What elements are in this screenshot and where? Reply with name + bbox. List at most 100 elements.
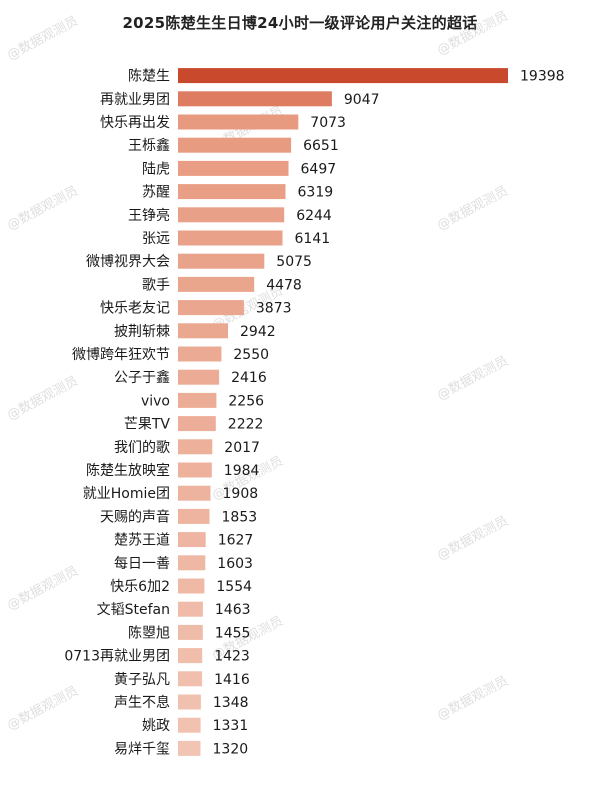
watermark-text: @数据观测员 xyxy=(5,684,81,734)
bar-18 xyxy=(178,485,211,501)
category-label: 公子于鑫 xyxy=(114,369,170,386)
watermark-text: @数据观测员 xyxy=(5,374,81,424)
bar-12 xyxy=(178,346,222,362)
bar-6 xyxy=(178,207,285,223)
bar-1 xyxy=(178,91,332,107)
value-label: 3873 xyxy=(256,301,292,317)
value-label: 6651 xyxy=(303,138,339,154)
bar-27 xyxy=(178,694,201,710)
bar-9 xyxy=(178,276,255,292)
category-label: 陆虎 xyxy=(142,161,170,177)
value-label: 2942 xyxy=(240,324,276,340)
chart-title: 2025陈楚生生日博24小时一级评论用户关注的超话 xyxy=(122,14,478,32)
value-label: 1627 xyxy=(218,533,254,549)
category-label: 天赐的声音 xyxy=(100,508,170,525)
category-label: 就业Homie团 xyxy=(83,486,170,502)
value-label: 2222 xyxy=(228,417,264,433)
value-label: 1331 xyxy=(213,718,249,734)
bar-19 xyxy=(178,508,210,524)
category-label: vivo xyxy=(141,393,170,409)
value-label: 1348 xyxy=(213,695,249,711)
bar-4 xyxy=(178,160,289,176)
value-label: 7073 xyxy=(310,115,346,131)
value-label: 2416 xyxy=(231,370,267,386)
value-label: 19398 xyxy=(520,69,565,85)
category-label: 黄子弘凡 xyxy=(114,671,170,688)
bar-13 xyxy=(178,369,220,385)
category-label: 微博跨年狂欢节 xyxy=(72,346,170,363)
category-label: 陈曌旭 xyxy=(128,624,170,641)
bar-26 xyxy=(178,671,203,687)
watermark-text: @数据观测员 xyxy=(435,9,511,59)
watermark-text: @数据观测员 xyxy=(435,184,511,234)
bar-29 xyxy=(178,740,201,756)
value-label: 1853 xyxy=(222,509,258,525)
category-label: 快乐6加2 xyxy=(110,579,170,595)
bar-10 xyxy=(178,300,244,316)
bar-21 xyxy=(178,555,206,571)
bar-28 xyxy=(178,717,201,733)
watermark-text: @数据观测员 xyxy=(5,564,81,614)
bar-5 xyxy=(178,184,286,200)
category-label: 声生不息 xyxy=(114,694,170,711)
category-label: 陈楚生放映室 xyxy=(86,462,170,479)
category-label: 每日一善 xyxy=(114,556,170,572)
category-label: 快乐再出发 xyxy=(100,115,170,131)
bar-24 xyxy=(178,624,203,640)
category-label: 歌手 xyxy=(142,277,170,293)
category-label: 我们的歌 xyxy=(114,440,170,456)
bar-22 xyxy=(178,578,205,594)
value-label: 2017 xyxy=(224,440,260,456)
bar-23 xyxy=(178,601,203,617)
value-label: 9047 xyxy=(344,92,380,108)
bar-20 xyxy=(178,532,206,548)
bar-14 xyxy=(178,392,217,408)
watermark-text: @数据观测员 xyxy=(435,354,511,404)
watermark-text: @数据观测员 xyxy=(5,14,81,64)
category-label: 王铮亮 xyxy=(128,207,170,224)
category-label: 楚苏王道 xyxy=(114,533,170,549)
value-label: 1463 xyxy=(215,602,251,618)
bar-17 xyxy=(178,462,212,478)
value-label: 1554 xyxy=(216,579,252,595)
category-label: 苏醒 xyxy=(142,185,170,201)
watermark-text: @数据观测员 xyxy=(5,184,81,234)
category-label: 易烊千玺 xyxy=(114,741,170,757)
category-label: 快乐老友记 xyxy=(100,301,170,317)
value-label: 1416 xyxy=(214,672,250,688)
bar-2 xyxy=(178,114,299,130)
value-label: 4478 xyxy=(266,277,302,293)
category-label: 再就业男团 xyxy=(100,92,170,108)
category-label: 披荆斩棘 xyxy=(114,324,170,340)
category-label: 姚政 xyxy=(142,718,170,734)
bar-0 xyxy=(178,68,508,84)
value-label: 2550 xyxy=(233,347,269,363)
category-label: 陈楚生 xyxy=(128,68,170,85)
value-label: 1455 xyxy=(215,625,251,641)
category-label: 微博视界大会 xyxy=(86,253,170,270)
watermark-text: @数据观测员 xyxy=(435,674,511,724)
value-label: 6244 xyxy=(296,208,332,224)
watermark-text: @数据观测员 xyxy=(435,514,511,564)
bar-3 xyxy=(178,137,292,153)
bar-11 xyxy=(178,323,228,339)
value-label: 6497 xyxy=(301,161,337,177)
value-label: 2256 xyxy=(228,393,264,409)
value-label: 1603 xyxy=(217,556,253,572)
category-label: 芒果TV xyxy=(124,417,171,433)
value-label: 1320 xyxy=(213,741,249,757)
category-label: 文韬Stefan xyxy=(97,602,170,618)
value-label: 1423 xyxy=(214,649,250,665)
bar-8 xyxy=(178,253,265,269)
bar-25 xyxy=(178,648,203,664)
bar-15 xyxy=(178,416,216,432)
bar-7 xyxy=(178,230,283,246)
value-label: 6319 xyxy=(298,185,334,201)
category-label: 王栎鑫 xyxy=(128,137,170,154)
value-label: 1908 xyxy=(223,486,259,502)
value-label: 5075 xyxy=(276,254,312,270)
category-label: 张远 xyxy=(142,231,170,247)
value-label: 6141 xyxy=(295,231,331,247)
